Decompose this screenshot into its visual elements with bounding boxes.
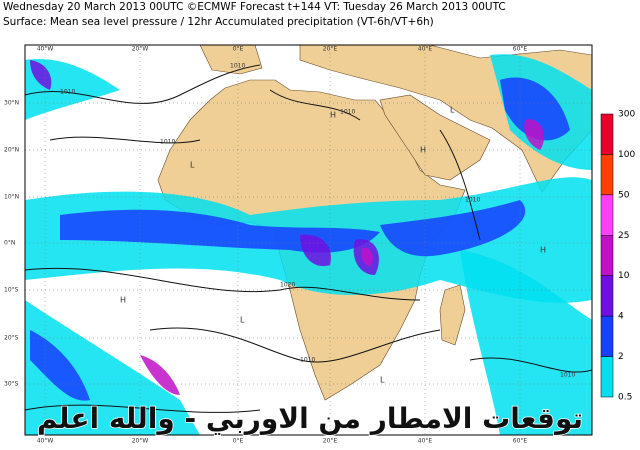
colorbar-band (600, 315, 614, 357)
map-area: 1010 1010 1010 1020 1010 1010 1010 1010 H H L L L H L H (25, 45, 592, 435)
lat-label: 10°S (4, 287, 19, 294)
colorbar-label: 2 (618, 352, 624, 362)
isobar (149, 327, 441, 363)
isobar (49, 136, 201, 144)
header-line: Surface: Mean sea level pressure / 12hr … (3, 16, 434, 28)
header-line: Wednesday 20 March 2013 00UTC ©ECMWF For… (3, 1, 506, 13)
isobar (469, 357, 592, 373)
lon-label: 60°E (513, 438, 528, 445)
land (199, 45, 263, 75)
colorbar-label: 100 (618, 150, 635, 160)
isobar (25, 404, 261, 413)
pressure-center: H (120, 296, 126, 305)
pressure-center: L (190, 161, 195, 170)
colorbar-label: 300 (618, 110, 635, 120)
lon-label: 20°W (132, 46, 149, 53)
pressure-center: H (420, 146, 426, 155)
lon-label: 20°E (323, 46, 338, 53)
precipitation (500, 77, 570, 141)
lat-label: 30°S (4, 381, 19, 388)
precipitation (460, 250, 592, 435)
lat-label: 0°N (4, 240, 15, 247)
lat-label: 20°S (4, 335, 19, 342)
precipitation (300, 234, 331, 267)
precipitation (380, 200, 526, 257)
isobar-label: 1010 (560, 372, 575, 379)
lon-label: 40°W (37, 438, 54, 445)
pressure-center: H (330, 111, 336, 120)
lat-label: 10°N (4, 194, 19, 201)
colorbar-band (600, 154, 614, 196)
lon-label: 0°E (233, 438, 244, 445)
isobar-label: 1010 (465, 197, 480, 204)
isobar (25, 267, 421, 301)
lat-label: 30°N (4, 100, 19, 107)
precipitation (25, 300, 200, 435)
isobar (439, 129, 481, 241)
lon-label: 40°W (37, 46, 54, 53)
isobar-label: 1010 (300, 357, 315, 364)
isobar-label: 1010 (340, 109, 355, 116)
lon-label: 60°E (513, 46, 528, 53)
lon-label: 40°E (418, 46, 433, 53)
isobar-label: 1020 (280, 282, 295, 289)
land (379, 94, 491, 181)
precipitation (361, 247, 373, 266)
colorbar-band (600, 235, 614, 276)
lon-label: 20°W (132, 438, 149, 445)
colorbar-label: 10 (618, 271, 630, 281)
pressure-center: L (450, 106, 455, 115)
isobar (25, 64, 261, 104)
lon-label: 40°E (418, 438, 433, 445)
pressure-center: L (380, 376, 385, 385)
colorbar-band (600, 194, 614, 236)
colorbar-label: 0.5 (618, 393, 632, 403)
precipitation (524, 119, 545, 150)
lon-label: 20°E (323, 438, 338, 445)
colorbar-label: 4 (618, 312, 624, 322)
precipitation (30, 330, 90, 401)
colorbar-band (600, 275, 614, 317)
colorbar-label: 50 (618, 190, 630, 200)
lon-label: 0°E (233, 46, 244, 53)
pressure-center: L (240, 316, 245, 325)
isobar-label: 1010 (60, 89, 75, 96)
precipitation (30, 60, 52, 90)
isobar-label: 1010 (230, 63, 245, 70)
map-frame (24, 44, 593, 436)
isobar (269, 89, 361, 121)
lat-label: 20°N (4, 147, 19, 154)
isobar-label: 1010 (160, 139, 175, 146)
colorbar-label: 25 (618, 231, 629, 241)
colorbar-band (600, 356, 614, 398)
caption: توقعات الامطار من الاوربي - والله اعلم (37, 402, 583, 435)
precipitation (140, 355, 180, 395)
pressure-center: H (540, 246, 546, 255)
colorbar-band (600, 113, 614, 155)
